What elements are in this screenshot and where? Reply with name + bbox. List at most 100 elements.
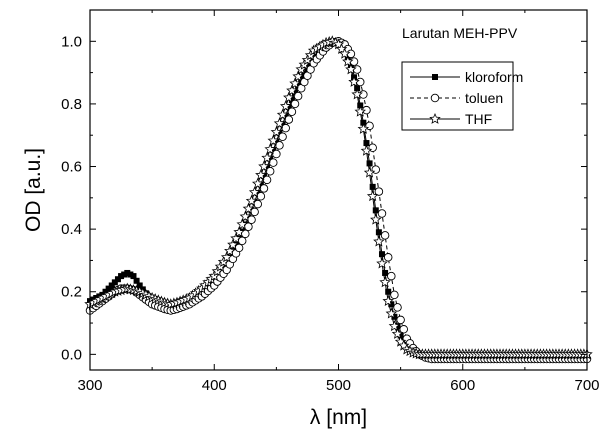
data-point-thf: [224, 244, 236, 256]
y-tick-label: 0.0: [61, 346, 82, 363]
legend-marker: [432, 74, 438, 80]
data-point-toluen: [290, 99, 300, 109]
data-point-kloroform: [360, 119, 367, 126]
data-point-kloroform: [363, 140, 370, 147]
data-point-toluen: [253, 199, 262, 209]
data-point-toluen: [387, 271, 396, 281]
data-point-kloroform: [375, 229, 382, 236]
plot-content: [84, 35, 593, 364]
data-point-toluen: [269, 158, 278, 167]
y-tick-label: 1.0: [61, 33, 82, 50]
data-point-thf: [286, 84, 298, 96]
data-point-thf: [283, 91, 295, 103]
data-point-thf: [338, 47, 351, 59]
data-point-kloroform: [354, 85, 361, 92]
data-point-thf: [360, 144, 373, 156]
data-point-kloroform: [267, 155, 274, 162]
data-point-thf: [357, 122, 370, 134]
legend-entry-thf: THF: [410, 111, 492, 127]
data-point-thf: [273, 117, 286, 129]
data-point-thf: [236, 218, 248, 230]
data-point-kloroform: [111, 279, 118, 286]
data-point-thf: [242, 202, 255, 214]
data-point-thf: [289, 77, 301, 89]
data-point-kloroform: [273, 138, 280, 145]
data-point-kloroform: [366, 160, 373, 167]
data-point-toluen: [265, 166, 275, 176]
y-axis-label: OD [a.u.]: [22, 148, 45, 232]
axis-ticks: 300 400 500 600 700 0.0 0.2 0.4 0.6 0.8 1.0: [61, 10, 600, 394]
data-point-thf: [388, 320, 401, 332]
data-point-kloroform: [257, 181, 264, 188]
x-tick-label: 500: [326, 377, 351, 394]
data-point-kloroform: [385, 288, 392, 295]
data-point-kloroform: [118, 273, 125, 280]
data-point-thf: [373, 235, 385, 247]
data-point-thf: [255, 169, 267, 181]
data-point-kloroform: [136, 282, 143, 289]
data-point-thf: [270, 126, 283, 137]
chart-title: Larutan MEH-PPV: [402, 25, 518, 41]
legend: kloroform toluen THF: [401, 61, 523, 131]
data-point-thf: [292, 70, 304, 82]
data-point-kloroform: [270, 147, 277, 154]
data-point-thf: [233, 226, 245, 238]
data-point-kloroform: [397, 332, 404, 339]
y-tick-label: 0.4: [61, 221, 82, 238]
data-point-toluen: [259, 184, 269, 193]
data-point-kloroform: [357, 102, 364, 109]
data-point-toluen: [278, 132, 287, 142]
data-point-thf: [267, 134, 280, 146]
data-point-toluen: [390, 290, 399, 300]
legend-marker: [429, 112, 441, 124]
x-axis-label: λ [nm]: [310, 406, 367, 429]
data-point-thf: [227, 238, 239, 250]
data-point-toluen: [380, 231, 390, 240]
data-point-kloroform: [282, 112, 289, 119]
data-point-kloroform: [372, 207, 379, 214]
data-point-thf: [245, 194, 258, 206]
data-point-thf: [220, 251, 233, 263]
data-point-thf: [342, 55, 354, 67]
legend-label: kloroform: [465, 69, 523, 85]
series-thf: [84, 35, 593, 360]
data-point-thf: [345, 63, 357, 75]
data-point-kloroform: [292, 89, 299, 96]
legend-label: THF: [465, 111, 492, 127]
data-point-thf: [348, 75, 360, 87]
data-point-toluen: [256, 192, 266, 201]
data-point-kloroform: [114, 276, 121, 283]
data-point-thf: [363, 166, 376, 178]
x-tick-label: 600: [450, 377, 475, 394]
data-point-toluen: [262, 175, 272, 185]
data-point-kloroform: [382, 269, 389, 276]
data-point-kloroform: [105, 285, 112, 292]
data-point-kloroform: [127, 271, 134, 278]
data-point-toluen: [287, 107, 297, 116]
data-point-thf: [370, 213, 382, 225]
data-point-kloroform: [254, 190, 261, 197]
data-point-thf: [258, 160, 270, 172]
data-point-thf: [391, 327, 404, 339]
data-point-kloroform: [130, 273, 137, 280]
y-tick-label: 0.2: [61, 284, 82, 301]
data-point-thf: [276, 108, 289, 120]
data-point-thf: [354, 105, 366, 117]
data-point-kloroform: [264, 164, 271, 171]
data-point-toluen: [396, 315, 405, 325]
series-toluen: [85, 37, 592, 364]
data-point-kloroform: [276, 129, 283, 136]
data-point-kloroform: [121, 271, 128, 278]
data-point-toluen: [399, 325, 408, 334]
data-point-kloroform: [298, 75, 305, 82]
data-point-thf: [248, 186, 261, 198]
data-point-thf: [251, 177, 264, 189]
y-tick-label: 0.6: [61, 159, 82, 176]
data-point-toluen: [272, 149, 281, 159]
data-point-kloroform: [260, 172, 267, 179]
data-point-toluen: [234, 243, 244, 253]
data-point-thf: [279, 100, 292, 112]
data-point-thf: [382, 295, 394, 307]
legend-entry-kloroform: kloroform: [410, 69, 523, 85]
